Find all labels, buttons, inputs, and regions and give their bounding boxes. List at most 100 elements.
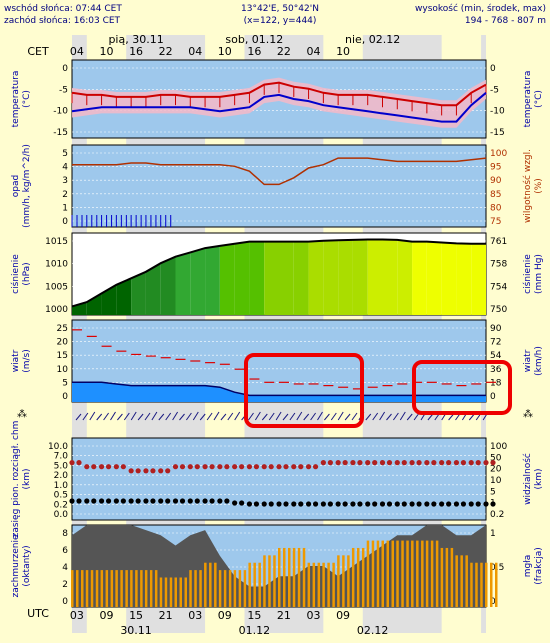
fog-bar [140,570,143,607]
right-tick: 0.2 [490,510,504,520]
cloud-base-point [379,501,386,507]
bottom-date-label: 30.11 [120,624,152,637]
wind-arrow [220,413,227,421]
left-tick: 8 [62,529,68,539]
cloud-base-point [365,501,371,507]
left-tick: -5 [59,85,68,95]
cloud-base-point [394,501,400,507]
visibility-point [327,460,333,466]
right-tick: 0 [490,392,496,402]
pressure-area-segment [397,239,413,315]
left-label-line: ciśnienie [10,254,21,294]
right-tick: 750 [490,305,507,315]
cloud-base-point [232,500,238,506]
cloud-base-point [372,501,378,507]
cloud-base-point [386,501,393,507]
cloud-base-point [357,501,363,507]
right-tick: 75 [490,217,501,227]
pressure-area-segment [249,241,265,315]
right-tick: 10 [490,476,502,486]
cloud-base-point [320,501,326,507]
fog-bar [337,555,340,607]
fog-bar [342,555,345,607]
top-day-label: pią, 30.11 [108,33,163,46]
cloud-base-point [194,498,200,504]
wind-arrow [158,413,165,421]
left-tick: 4 [62,563,68,573]
visibility-point [187,464,193,470]
right-tick: 100 [490,442,507,452]
fog-bar [110,570,114,607]
fog-bar [194,570,197,607]
visibility-point [283,464,289,470]
visibility-point [105,464,112,470]
fog-bar [460,555,463,607]
fog-bar [302,547,306,607]
visibility-point [475,460,481,466]
right-tick: 54 [490,351,502,361]
cloud-base-point [239,500,245,506]
visibility-point [209,464,215,470]
left-tick: 10 [57,365,69,375]
temp-range-band [72,77,486,128]
top-day-label: nie, 02.12 [345,33,400,46]
temp-mean-line [71,92,487,123]
cloud-base-point [431,501,437,507]
cloud-base-point [342,501,348,507]
wind-arrow [75,413,82,421]
visibility-point [91,464,97,470]
left-tick: 2.0 [54,471,69,481]
wind-arrow [227,412,234,421]
visibility-point [453,460,460,466]
wind-arrow [199,413,206,421]
cloud-base-point [202,498,208,504]
cloud-base-point [179,498,186,504]
wind-arrow [185,412,192,421]
fog-bar [130,570,133,607]
visibility-point [431,460,437,466]
right-label-line: widzialność [522,453,533,505]
wind-arrow [330,412,337,421]
wind-arrow [130,411,137,421]
left-tick: -10 [53,107,68,117]
fog-bar [475,562,478,607]
fog-bar [278,547,281,607]
cloud-base-point [98,498,105,504]
fog-bar [154,570,158,607]
right-tick: 20 [490,465,502,475]
visibility-point [298,464,304,470]
wind-arrow [261,413,268,421]
fog-bar [243,570,247,607]
fog-bar [376,540,380,607]
right-label-line: wilgotność wzgl. [522,149,533,223]
left-label-line: wiatr [11,349,21,372]
left-tick: 5.0 [54,461,69,471]
left-tick: 1 [62,203,68,213]
fog-bar [480,562,483,607]
cloud-base-point [424,501,430,507]
top-hour-label: 04 [70,45,84,58]
visibility-point [446,460,452,466]
fog-bar [351,547,355,607]
right-tick: 761 [490,237,507,247]
visibility-point [342,460,348,466]
pressure-area-segment [279,241,294,315]
wind-arrow [213,411,220,421]
right-label-line: (%) [534,178,544,194]
fog-bar [386,540,389,607]
left-tick: 0.0 [54,510,69,520]
wind-arrow [399,411,406,421]
fog-bar [263,555,266,607]
visibility-point [468,460,474,466]
plot-area [71,437,487,521]
fog-bar [356,547,360,607]
wind-arrow [179,413,185,421]
fog-bar [174,577,177,607]
right-tick: 100 [490,149,507,159]
fog-bar [401,540,404,607]
right-tick: -10 [490,107,505,117]
wind-arrow [82,412,89,421]
